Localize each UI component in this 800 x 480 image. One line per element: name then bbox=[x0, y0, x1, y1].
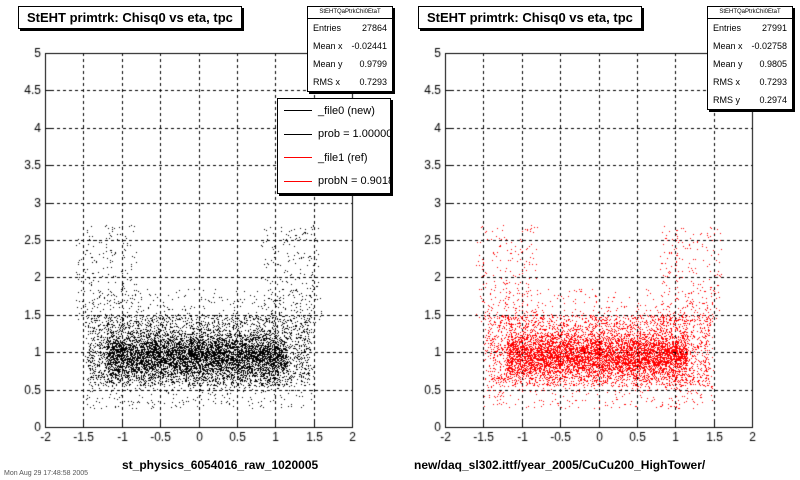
legend-swatch bbox=[284, 133, 312, 135]
left-legend: _file0 (new) prob = 1.000000 _file1 (ref… bbox=[277, 98, 391, 194]
legend-swatch bbox=[284, 157, 312, 159]
right-stats-row: RMS y 0.2974 bbox=[713, 95, 787, 105]
legend-entry: _file0 (new) bbox=[278, 99, 390, 123]
left-stats-box: StEHTQaPtrkChi0EtaT Entries 27864 Mean x-… bbox=[307, 6, 393, 92]
right-stats-row: Mean y 0.9805 bbox=[713, 59, 787, 69]
left-stats-row: Entries 27864 bbox=[313, 23, 387, 33]
right-x-caption: new/daq_sl302.ittf/year_2005/CuCu200_Hig… bbox=[414, 458, 706, 472]
legend-entry: prob = 1.000000 bbox=[278, 123, 390, 147]
left-stats-row: Mean y 0.9799 bbox=[313, 59, 387, 69]
right-stats-row: Mean x -0.02758 bbox=[713, 41, 787, 51]
left-chart-title: StEHT primtrk: Chisq0 vs eta, tpc bbox=[18, 6, 242, 29]
right-stats-name: StEHTQaPtrkChi0EtaT bbox=[708, 7, 792, 19]
legend-swatch bbox=[284, 110, 312, 112]
right-chart-title: StEHT primtrk: Chisq0 vs eta, tpc bbox=[418, 6, 642, 29]
legend-entry: probN = 0.901830 bbox=[278, 170, 390, 194]
left-x-caption: st_physics_6054016_raw_1020005 bbox=[122, 458, 319, 472]
right-stats-row: RMS x 0.7293 bbox=[713, 77, 787, 87]
footer-timestamp: Mon Aug 29 17:48:58 2005 bbox=[4, 470, 89, 477]
right-stats-row: Entries 27991 bbox=[713, 23, 787, 33]
legend-entry: _file1 (ref) bbox=[278, 146, 390, 170]
left-stats-row: Mean x -0.02441 bbox=[313, 41, 387, 51]
left-stats-name: StEHTQaPtrkChi0EtaT bbox=[308, 7, 392, 19]
right-stats-box: StEHTQaPtrkChi0EtaT Entries 27991 Mean x-… bbox=[707, 6, 793, 110]
legend-swatch bbox=[284, 180, 312, 182]
left-stats-row: RMS x 0.7293 bbox=[313, 77, 387, 87]
